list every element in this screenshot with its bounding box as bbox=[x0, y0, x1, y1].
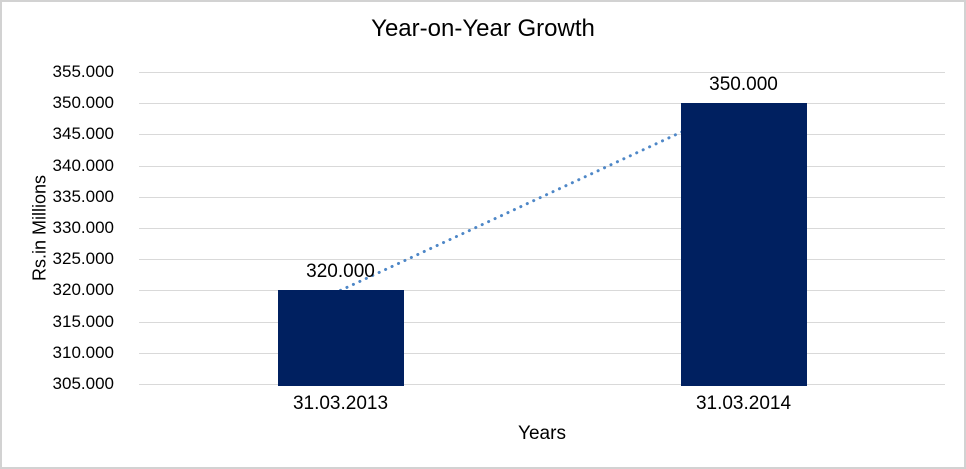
y-tick-label: 325.000 bbox=[52, 249, 114, 268]
y-tick-label: 305.000 bbox=[52, 374, 114, 393]
gridline bbox=[139, 322, 945, 323]
gridline bbox=[139, 384, 945, 385]
y-tick-label: 345.000 bbox=[52, 124, 114, 143]
bar-31.03.2013 bbox=[278, 290, 404, 386]
chart-title: Year-on-Year Growth bbox=[371, 15, 595, 42]
y-tick-label: 335.000 bbox=[52, 187, 114, 206]
x-category-label: 31.03.2014 bbox=[695, 393, 792, 414]
x-category-label: 31.03.2013 bbox=[292, 393, 389, 414]
plot-area bbox=[139, 72, 945, 385]
y-tick-label: 315.000 bbox=[52, 312, 114, 331]
gridline bbox=[139, 228, 945, 229]
bar-value-label: 350.000 bbox=[709, 74, 778, 95]
y-tick-label: 340.000 bbox=[52, 156, 114, 175]
bar-value-label: 320.000 bbox=[306, 261, 375, 282]
y-tick-label: 320.000 bbox=[52, 280, 114, 299]
bar-31.03.2014 bbox=[681, 103, 807, 386]
gridline bbox=[139, 134, 945, 135]
gridline bbox=[139, 259, 945, 260]
gridline bbox=[139, 72, 945, 73]
y-tick-label: 330.000 bbox=[52, 218, 114, 237]
gridline bbox=[139, 166, 945, 167]
gridline bbox=[139, 103, 945, 104]
gridline bbox=[139, 353, 945, 354]
x-axis-title: Years bbox=[518, 423, 566, 444]
y-tick-label: 310.000 bbox=[52, 343, 114, 362]
y-tick-label: 355.000 bbox=[52, 62, 114, 81]
y-tick-label: 350.000 bbox=[52, 93, 114, 112]
gridline bbox=[139, 197, 945, 198]
gridline bbox=[139, 290, 945, 291]
